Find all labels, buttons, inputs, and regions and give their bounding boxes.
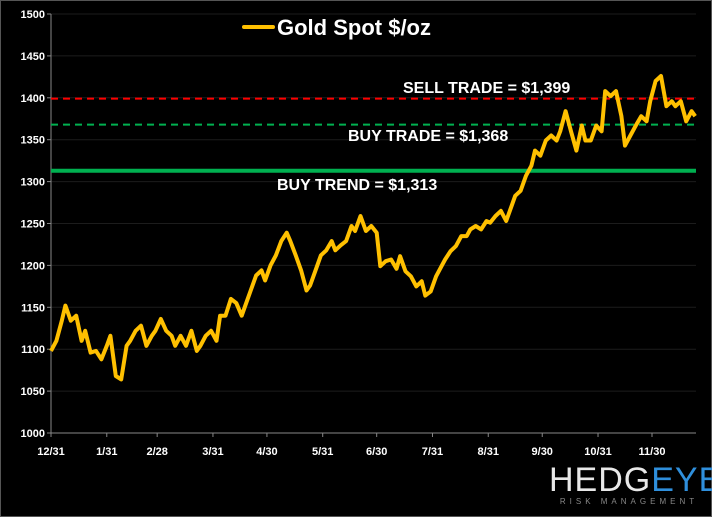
x-tick-label: 2/28 [146, 446, 167, 458]
y-tick-label: 1000 [21, 428, 45, 440]
y-tick-label: 1200 [21, 260, 45, 272]
y-tick-label: 1050 [21, 386, 45, 398]
x-tick-label: 12/31 [37, 446, 65, 458]
x-tick-label: 3/31 [202, 446, 223, 458]
x-tick-label: 4/30 [256, 446, 277, 458]
logo-tagline: RISK MANAGEMENT [559, 497, 699, 506]
x-tick-label: 9/30 [532, 446, 553, 458]
hedgeye-logo: HEDGEYE RISK MANAGEMENT [549, 461, 712, 506]
y-tick-label: 1300 [21, 177, 45, 189]
x-tick-label: 10/31 [584, 446, 612, 458]
y-tick-label: 1250 [21, 219, 45, 231]
x-tick-label: 5/31 [312, 446, 333, 458]
y-tick-label: 1400 [21, 93, 45, 105]
x-tick-label: 11/30 [639, 446, 666, 458]
reference-line-label: SELL TRADE = $1,399 [403, 80, 570, 97]
x-tick-label: 1/31 [96, 446, 117, 458]
x-tick-label: 6/30 [366, 446, 387, 458]
logo-word1: HEDG [549, 461, 652, 499]
y-tick-label: 1150 [21, 302, 45, 314]
x-tick-label: 7/31 [422, 446, 443, 458]
logo-word2: EYE [651, 461, 712, 499]
y-tick-label: 1500 [21, 9, 45, 21]
reference-line-label: BUY TRADE = $1,368 [348, 128, 508, 145]
reference-line-label: BUY TREND = $1,313 [277, 177, 437, 194]
y-tick-label: 1350 [21, 135, 45, 147]
x-tick-label: 8/31 [478, 446, 499, 458]
series-line [49, 74, 697, 382]
y-tick-label: 1100 [21, 344, 45, 356]
chart-title: Gold Spot $/oz [277, 15, 431, 40]
y-tick-label: 1450 [21, 51, 45, 63]
